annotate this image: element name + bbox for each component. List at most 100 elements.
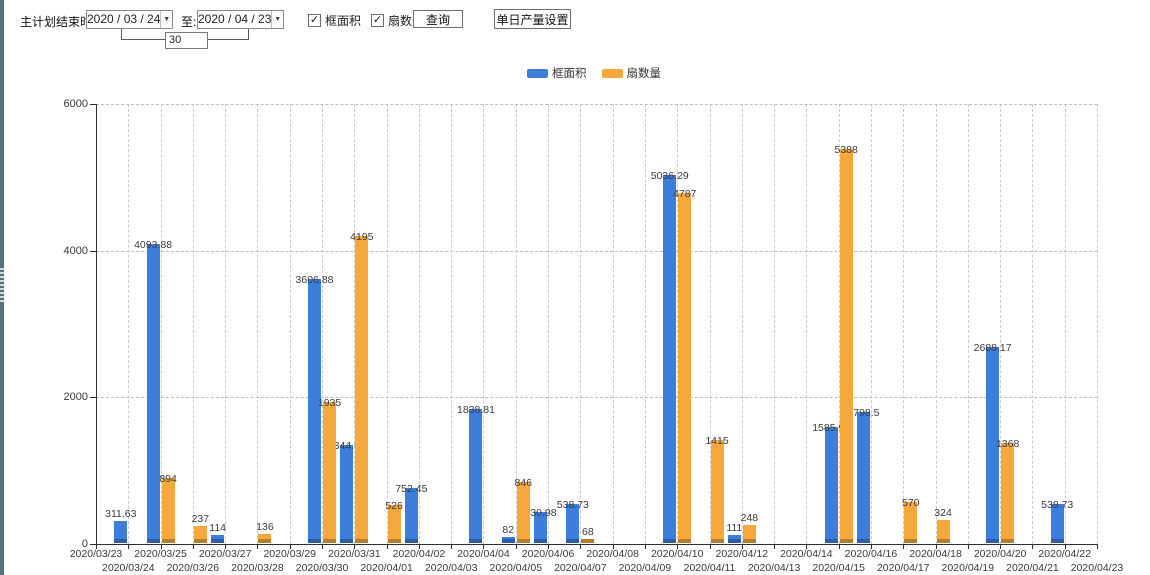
bar-value-label: 430.98 xyxy=(524,506,557,519)
x-axis-label: 2020/04/18 xyxy=(909,548,962,560)
chevron-down-icon[interactable]: ▼ xyxy=(160,11,172,28)
x-axis-tick xyxy=(322,543,324,549)
x-axis-label: 2020/04/10 xyxy=(650,548,704,560)
bar-value-label: 846 xyxy=(514,476,533,489)
legend-swatch-frame-area xyxy=(527,68,548,78)
end-date-combo[interactable]: 2020 / 04 / 23 ▼ xyxy=(197,10,284,29)
chart-legend: 框面积 扇数量 xyxy=(527,65,661,81)
bar-value-label: 5036.29 xyxy=(650,169,689,182)
bar-value-label: 82 xyxy=(502,524,515,537)
days-count-input[interactable]: 30 xyxy=(165,32,208,49)
grid-line-horizontal xyxy=(96,250,1097,252)
x-axis-label: 2020/04/14 xyxy=(780,548,833,560)
grid-line-vertical xyxy=(1097,104,1098,544)
grid-line-vertical xyxy=(870,104,872,544)
end-date-value: 2020 / 04 / 23 xyxy=(198,12,272,26)
x-axis xyxy=(96,543,1098,545)
bar-框面积 xyxy=(469,408,483,544)
bar-value-label: 538.73 xyxy=(556,499,589,512)
panel-drag-handle[interactable] xyxy=(0,268,4,302)
grid-line-vertical xyxy=(483,104,485,544)
x-axis-label: 2020/04/15 xyxy=(812,562,865,574)
bar-框面积 xyxy=(566,504,580,544)
x-axis-tick xyxy=(1000,543,1002,549)
x-axis-tick xyxy=(225,543,227,549)
bar-value-label: 4093.88 xyxy=(134,238,173,251)
grid-line-vertical xyxy=(806,104,808,544)
grid-line-vertical xyxy=(128,104,130,544)
bar-框面积 xyxy=(211,535,225,544)
x-axis-label: 2020/04/19 xyxy=(941,562,995,574)
x-axis-label: 2020/04/05 xyxy=(489,562,543,574)
checkbox-check-icon[interactable]: ✓ xyxy=(371,14,384,27)
x-axis-label: 2020/04/13 xyxy=(747,562,801,574)
x-axis-tick xyxy=(774,543,776,549)
bar-base-shadow xyxy=(678,539,692,544)
bar-扇数量 xyxy=(1001,443,1015,544)
bar-base-shadow xyxy=(340,539,354,544)
x-axis-tick xyxy=(870,543,872,549)
grid-line-vertical xyxy=(418,104,420,544)
x-axis-tick xyxy=(1097,543,1098,549)
bar-base-shadow xyxy=(710,539,724,544)
bar-扇数量 xyxy=(355,236,369,544)
grid-line-vertical xyxy=(838,104,840,544)
grid-line-vertical xyxy=(354,104,356,544)
grid-line-vertical xyxy=(386,104,388,544)
x-axis-label: 2020/04/02 xyxy=(392,548,446,560)
x-axis-tick xyxy=(677,543,679,549)
bar-扇数量 xyxy=(193,526,207,544)
bar-base-shadow xyxy=(501,539,515,544)
x-axis-tick xyxy=(612,543,614,549)
bar-框面积 xyxy=(824,427,838,544)
bar-base-shadow xyxy=(986,539,1000,544)
start-date-combo[interactable]: 2020 / 03 / 24 ▼ xyxy=(86,10,173,29)
bar-base-shadow xyxy=(404,539,418,544)
grid-line-vertical xyxy=(1064,104,1066,544)
frame-area-checkbox[interactable]: ✓ 框面积 xyxy=(308,12,361,29)
grid-line-vertical xyxy=(709,104,711,544)
x-axis-tick xyxy=(580,543,582,549)
bar-value-label: 1935 xyxy=(317,396,342,409)
grid-line-vertical xyxy=(741,104,743,544)
bar-扇数量 xyxy=(678,192,692,544)
bar-base-shadow xyxy=(824,539,838,544)
bar-base-shadow xyxy=(839,539,853,544)
bar-base-shadow xyxy=(534,539,548,544)
x-axis-tick xyxy=(128,543,130,549)
x-axis-tick xyxy=(548,543,550,549)
x-axis-tick xyxy=(967,543,969,549)
bar-base-shadow xyxy=(1050,539,1064,544)
bar-框面积 xyxy=(404,488,418,544)
y-axis-tick xyxy=(90,543,96,545)
x-axis-tick xyxy=(515,543,517,549)
query-button[interactable]: 查询 xyxy=(413,10,463,28)
grid-line-horizontal xyxy=(96,397,1097,398)
checkbox-check-icon[interactable]: ✓ xyxy=(308,14,321,27)
chevron-down-icon[interactable]: ▼ xyxy=(271,11,283,28)
x-axis-label: 2020/03/26 xyxy=(166,562,220,574)
bar-框面积 xyxy=(856,411,870,544)
x-axis-tick xyxy=(709,543,711,549)
bar-base-shadow xyxy=(114,539,128,544)
x-axis-tick xyxy=(451,543,453,549)
bar-扇数量 xyxy=(581,538,595,544)
y-axis-label: 0 xyxy=(81,537,88,550)
x-axis-label: 2020/03/31 xyxy=(328,548,381,560)
bar-base-shadow xyxy=(308,539,322,544)
bar-value-label: 3606.88 xyxy=(295,274,334,287)
x-axis-label: 2020/04/08 xyxy=(586,548,639,560)
x-axis-label: 2020/04/21 xyxy=(1006,562,1059,574)
grid-line-vertical xyxy=(192,104,194,544)
daily-output-settings-button[interactable]: 单日产量设置 xyxy=(494,9,571,29)
to-label: 至: xyxy=(181,15,197,29)
bar-框面积 xyxy=(340,444,354,544)
grid-line-vertical xyxy=(677,104,679,544)
bar-扇数量 xyxy=(516,481,530,544)
y-axis-label: 6000 xyxy=(63,98,88,110)
date-span-connector-line xyxy=(121,29,122,40)
grid-line-vertical xyxy=(644,104,646,544)
bar-框面积 xyxy=(501,537,515,544)
bar-框面积 xyxy=(146,243,160,544)
bar-base-shadow xyxy=(742,539,756,544)
